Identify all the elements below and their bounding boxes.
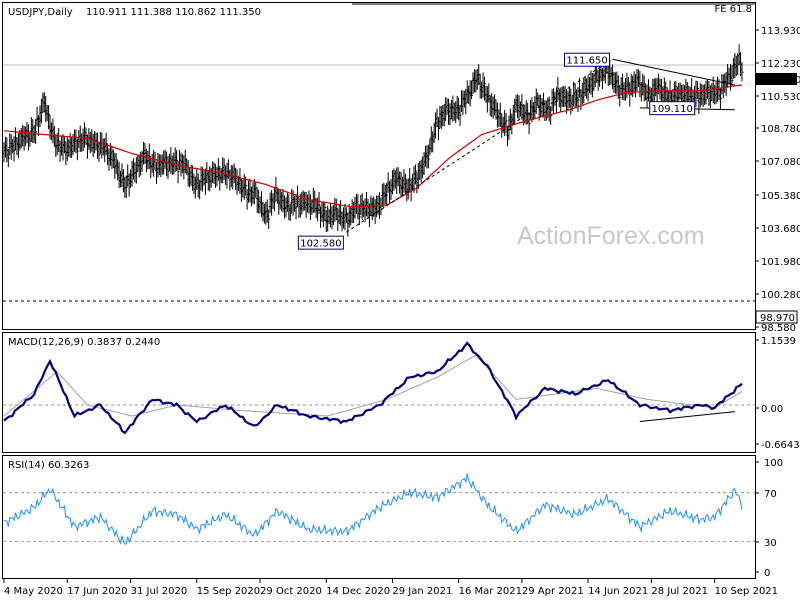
price-axis-label: 100.280 <box>761 290 800 301</box>
x-axis-label: 14 Jun 2021 <box>588 586 648 597</box>
price-ohlc: 110.911 111.388 110.862 111.350 <box>86 7 261 18</box>
trendline-1 <box>346 58 613 233</box>
price-axis-label: 103.680 <box>761 224 800 235</box>
fe-label: FE 61.8 <box>714 4 752 15</box>
rsi-panel <box>2 455 756 579</box>
macd-axis-label: -0.6643 <box>761 440 800 451</box>
annotation-label: 111.650 <box>566 56 607 67</box>
annotation-label: 109.110 <box>652 104 693 115</box>
macd-axis-label: 1.1539 <box>761 336 796 347</box>
rsi-axis-label: 70 <box>764 489 777 500</box>
support-price-label: 98.970 <box>760 313 795 324</box>
macd-divergence-line <box>639 411 735 423</box>
macd-panel-title: MACD(12,26,9) 0.3837 0.2440 <box>8 337 160 348</box>
support-price-box <box>755 310 798 324</box>
current-price-label: 111.350 <box>760 75 800 86</box>
x-axis-label: 28 Jul 2021 <box>651 586 708 597</box>
trendline-2 <box>612 58 735 86</box>
price-axis-label: 101.980 <box>761 257 800 268</box>
x-axis-label: 4 May 2020 <box>4 586 63 597</box>
price-panel <box>2 2 756 330</box>
rsi-line <box>3 473 743 545</box>
price-axis-label: 113.930 <box>761 26 800 37</box>
watermark: ActionForex.com <box>517 222 705 250</box>
price-axis-label: 98.580 <box>761 323 796 334</box>
current-price-box <box>756 73 797 85</box>
x-axis-label: 16 Mar 2021 <box>459 586 522 597</box>
macd-axis-label: 0.00 <box>761 404 783 415</box>
macd-signal-line <box>3 354 743 417</box>
rsi-axis-label: 30 <box>764 538 777 549</box>
price-axis-label: 105.380 <box>761 191 800 202</box>
x-axis-label: 10 Sep 2021 <box>715 586 778 597</box>
price-axis-label: 107.080 <box>761 157 800 168</box>
rsi-panel-title: RSI(14) 60.3263 <box>8 460 89 471</box>
annotation-box <box>297 235 344 250</box>
x-axis-label: 29 Apr 2021 <box>522 586 584 597</box>
x-axis-label: 17 Jun 2020 <box>67 586 127 597</box>
rsi-axis-label: 100 <box>764 458 783 469</box>
macd-line <box>3 341 743 435</box>
x-axis-label: 15 Sep 2020 <box>197 586 260 597</box>
annotation-box <box>564 52 611 67</box>
price-axis-label: 108.780 <box>761 124 800 135</box>
x-axis-label: 29 Jan 2021 <box>392 586 452 597</box>
price-axis-label: 112.230 <box>761 59 800 70</box>
annotation-label: 102.580 <box>300 239 341 250</box>
macd-panel <box>2 332 756 453</box>
price-panel-title: USDJPY,Daily <box>8 7 73 18</box>
x-axis-label: 29 Oct 2020 <box>260 586 322 597</box>
rsi-axis-label: 0 <box>764 568 770 579</box>
price-axis-label: 110.530 <box>761 92 800 103</box>
annotation-box <box>649 101 696 116</box>
x-axis-label: 14 Dec 2020 <box>326 586 390 597</box>
x-axis-label: 31 Jul 2020 <box>131 586 188 597</box>
moving-average-line <box>3 84 743 208</box>
